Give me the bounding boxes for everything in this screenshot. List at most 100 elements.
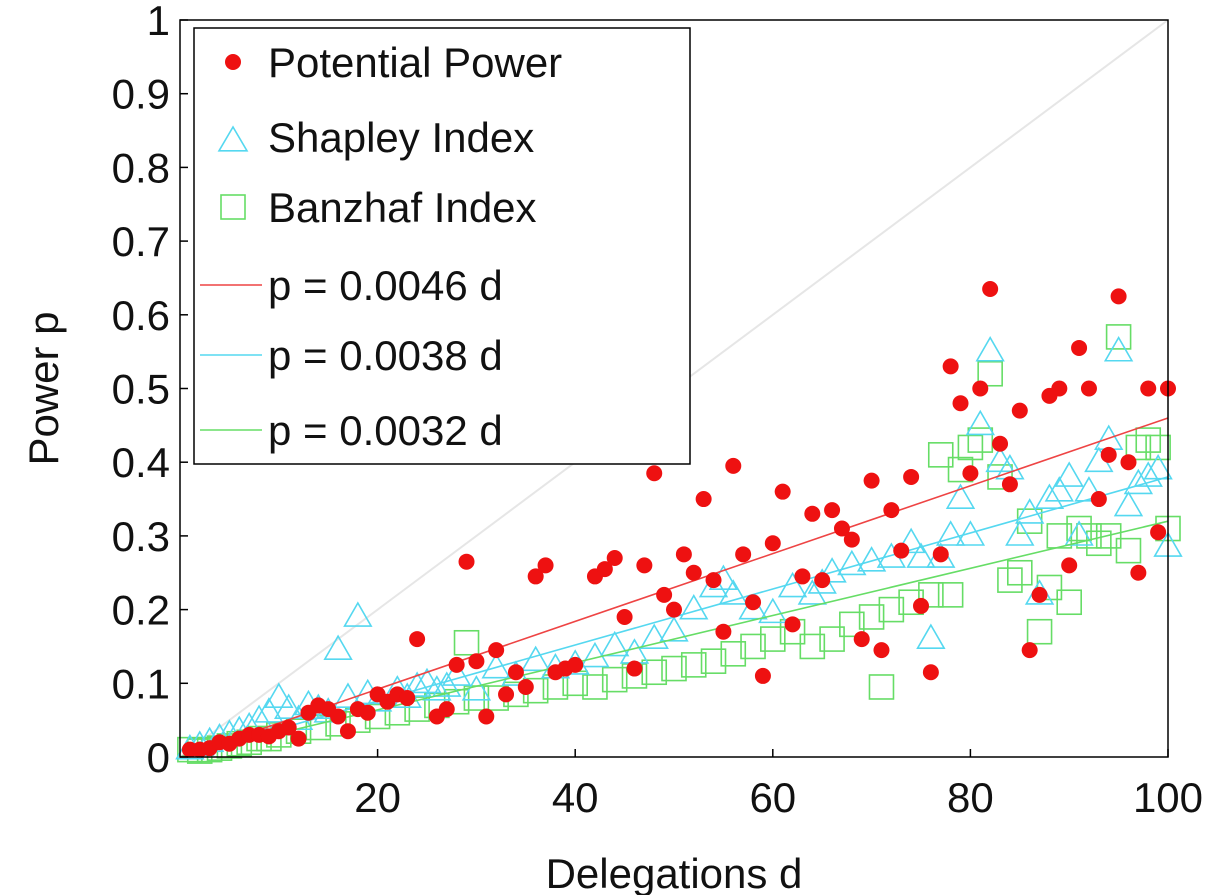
banzhaf-point — [1076, 523, 1102, 549]
legend-circle-marker — [225, 54, 241, 70]
banzhaf-point — [937, 582, 964, 608]
banzhaf-point — [1056, 589, 1082, 616]
potential-power-point — [952, 395, 969, 412]
potential-power-point — [705, 572, 722, 589]
y-axis-label: Power p — [20, 311, 67, 465]
shapley-point — [758, 597, 788, 624]
potential-power-point — [932, 546, 949, 563]
potential-power-point — [468, 653, 485, 670]
potential-power-point — [1071, 339, 1088, 356]
potential-power-point — [853, 631, 870, 648]
shapley-point — [1074, 476, 1104, 502]
potential-power-point — [962, 465, 979, 482]
banzhaf-point — [839, 611, 865, 638]
legend-box — [193, 27, 691, 465]
shapley-point — [945, 483, 976, 509]
y-axis: 0 0.1 0.2 0.3 0.4 0.5 0.6 0.7 0.8 0.9 1 — [112, 0, 188, 781]
potential-power-point — [863, 472, 880, 489]
potential-power-point — [754, 667, 771, 684]
y-tick-label: 0.1 — [112, 660, 170, 707]
legend-label: Banzhaf Index — [268, 184, 537, 231]
legend-label: p = 0.0046 d — [268, 262, 503, 309]
potential-power-point — [1130, 564, 1147, 581]
potential-power-point — [1031, 586, 1048, 603]
shapley-point — [422, 675, 452, 701]
potential-power-point — [656, 586, 673, 603]
x-tick-label: 100 — [1133, 774, 1203, 821]
potential-power-point — [794, 568, 811, 585]
potential-power-point — [1100, 446, 1117, 463]
shapley-point — [1054, 461, 1084, 487]
potential-power-point — [1090, 491, 1107, 508]
banzhaf-point — [700, 648, 727, 674]
shapley-point — [1143, 453, 1173, 480]
y-tick-label: 1 — [147, 0, 170, 44]
banzhaf-point — [1026, 618, 1053, 645]
y-tick-label: 0.3 — [112, 513, 170, 560]
shapley-point — [254, 697, 284, 723]
legend: Potential Power Shapley Index Banzhaf Inde… — [193, 27, 691, 465]
potential-power-point — [804, 505, 821, 522]
potential-power-point — [339, 723, 356, 740]
banzhaf-point — [967, 427, 994, 453]
y-tick-label: 0.4 — [112, 439, 170, 486]
banzhaf-point — [641, 659, 668, 686]
shapley-point — [955, 520, 986, 546]
y-tick-label: 0.2 — [112, 587, 170, 634]
banzhaf-point — [1115, 537, 1142, 564]
potential-power-point — [537, 557, 554, 574]
x-tick-label: 20 — [354, 774, 401, 821]
banzhaf-point — [740, 633, 766, 660]
potential-power-point — [922, 664, 939, 681]
potential-power-point — [1061, 557, 1078, 574]
shapley-point — [698, 571, 729, 598]
legend-label: p = 0.0038 d — [268, 332, 503, 379]
potential-power-point — [636, 557, 653, 574]
shapley-point — [935, 520, 966, 546]
banzhaf-point — [1125, 434, 1152, 461]
potential-power-point — [992, 435, 1009, 452]
potential-power-point — [1110, 288, 1127, 305]
x-axis-label: Delegations d — [546, 850, 803, 895]
potential-power-point — [972, 380, 989, 397]
potential-power-point — [725, 457, 742, 474]
banzhaf-point — [799, 633, 826, 660]
banzhaf-point — [1016, 508, 1043, 534]
banzhaf-point — [858, 604, 885, 630]
legend-label: Potential Power — [268, 39, 562, 86]
banzhaf-point — [1105, 324, 1132, 350]
y-tick-label: 0 — [147, 734, 170, 781]
banzhaf-point — [957, 434, 984, 461]
shapley-point — [738, 593, 768, 620]
potential-power-point — [290, 730, 307, 747]
shapley-point — [965, 409, 995, 436]
potential-power-point — [596, 561, 613, 578]
banzhaf-point — [759, 626, 786, 652]
potential-power-point — [982, 281, 999, 298]
shapley-point — [1103, 336, 1134, 362]
potential-power-point — [883, 502, 900, 519]
potential-power-point — [774, 483, 791, 500]
banzhaf-point — [918, 582, 944, 608]
legend-label: Shapley Index — [268, 114, 534, 161]
potential-power-point — [1011, 402, 1028, 419]
shapley-point — [1133, 461, 1163, 487]
shapley-point — [639, 623, 669, 649]
fit-line-1 — [179, 417, 1169, 758]
y-tick-label: 0.7 — [112, 218, 170, 265]
potential-power-point — [814, 572, 831, 589]
shapley-point — [1123, 468, 1154, 495]
x-tick-label: 80 — [947, 774, 994, 821]
potential-power-point — [745, 594, 762, 611]
legend-square-marker — [220, 194, 246, 220]
potential-power-point — [873, 642, 890, 659]
shapley-point — [1005, 520, 1035, 546]
banzhaf-point — [661, 655, 687, 682]
y-tick-label: 0.8 — [112, 144, 170, 191]
banzhaf-point — [601, 666, 628, 693]
y-tick-label: 0.6 — [112, 292, 170, 339]
potential-power-point — [942, 358, 959, 375]
x-axis: 20 40 60 80 100 — [354, 749, 1203, 821]
potential-power-point — [675, 546, 692, 563]
shapley-point — [333, 682, 363, 708]
